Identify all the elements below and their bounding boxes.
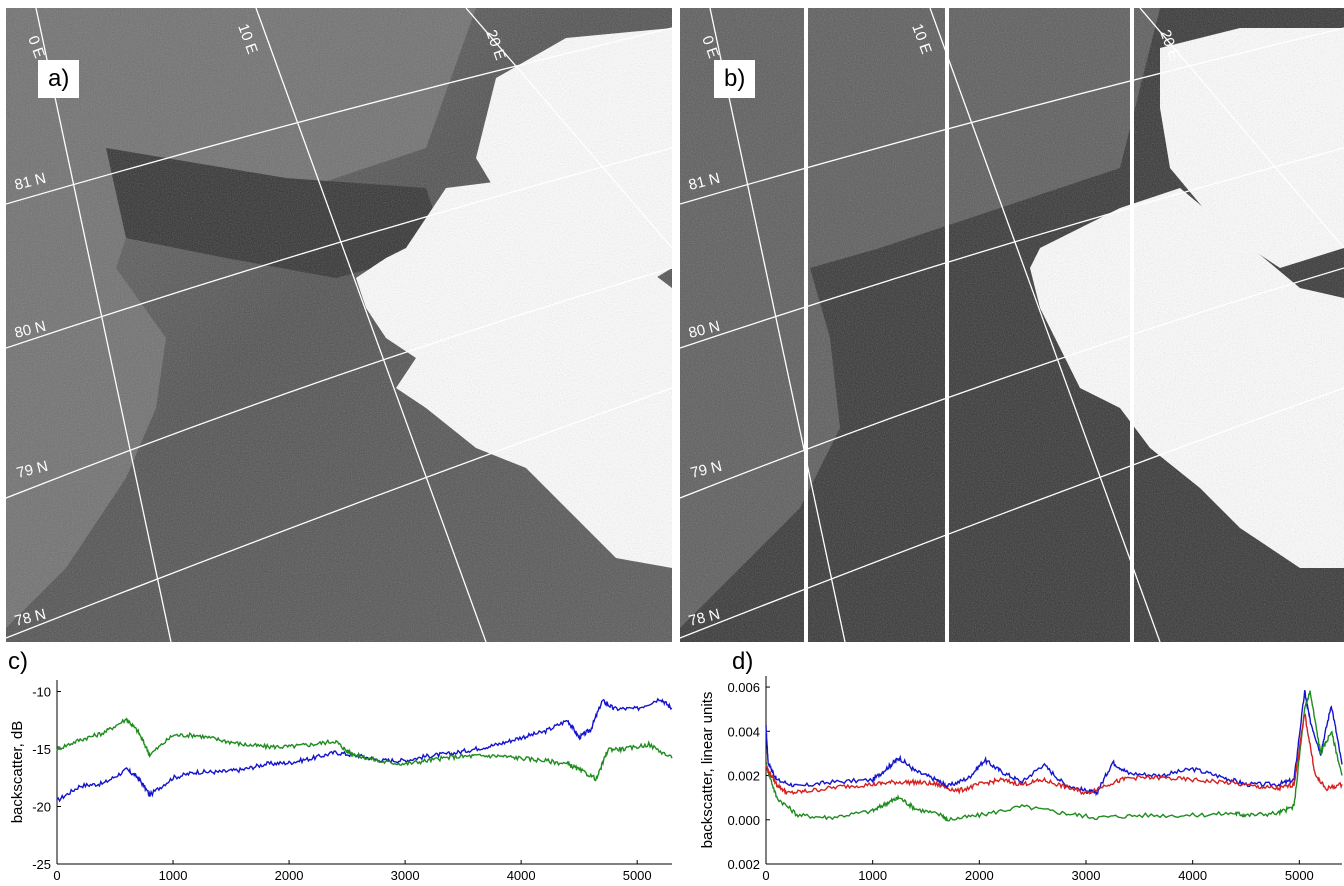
x-tick-label: 0 [53, 868, 60, 881]
x-tick-label: 3000 [391, 868, 420, 881]
panel-label-b: b) [714, 60, 756, 98]
y-tick-label: 0.000 [727, 813, 760, 828]
x-tick-label: 3000 [1072, 868, 1101, 881]
y-tick-label: -20 [32, 800, 51, 815]
series-line [56, 717, 673, 782]
chart-label-c: c) [8, 648, 28, 675]
x-tick-label: 1000 [858, 868, 887, 881]
chart-d: d) 0.006 0.004 0.002 0.000 0.002 0 1000 2000 300… [690, 646, 1344, 883]
sar-image-a: 0 E 10 E 20 E 81 N 80 N 79 N 78 N [6, 8, 672, 642]
series-line [765, 690, 1343, 822]
y-tick-label: 0.002 [727, 769, 760, 784]
y-tick-label: 0.004 [727, 724, 760, 739]
chart-c: c) -10 -15 -20 -25 0 1000 2000 3000 4000 5000 back… [0, 646, 680, 883]
lon-label: 0 E [24, 34, 48, 61]
y-axis-label: backscatter, linear units [699, 692, 716, 849]
sar-image-b: 0 E 10 E 20 E 81 N 80 N 79 N 78 N [680, 8, 1344, 642]
y-tick-label: 0.006 [727, 680, 760, 695]
x-tick-label: 2000 [275, 868, 304, 881]
x-tick-label: 2000 [965, 868, 994, 881]
x-tick-label: 4000 [507, 868, 536, 881]
x-tick-label: 5000 [1285, 868, 1314, 881]
y-tick-label: -25 [32, 857, 51, 872]
chart-label-d: d) [732, 648, 754, 675]
series-line [56, 697, 673, 803]
y-tick-label: -15 [32, 742, 51, 757]
y-tick-label: 0.002 [727, 857, 760, 872]
chart-c-svg: -10 -15 -20 -250 1000 2000 3000 4000 5000 backsca… [9, 680, 673, 883]
graticule-lines [6, 8, 672, 642]
x-tick-label: 1000 [159, 868, 188, 881]
x-tick-label: 4000 [1178, 868, 1207, 881]
x-tick-label: 0 [762, 868, 769, 881]
graticule-lines [680, 8, 1344, 642]
series-line [765, 689, 1343, 797]
x-tick-label: 5000 [623, 868, 652, 881]
lon-label: 0 E [698, 34, 722, 61]
panel-label-a: a) [38, 60, 80, 98]
series-line [765, 713, 1343, 796]
y-tick-label: -10 [32, 685, 51, 700]
y-axis-label: backscatter, dB [9, 721, 26, 824]
sar-image-panel-a: 0 E 10 E 20 E 81 N 80 N 79 N 78 N a) [6, 8, 672, 642]
sar-image-panel-b: 0 E 10 E 20 E 81 N 80 N 79 N 78 N b) [680, 8, 1344, 642]
